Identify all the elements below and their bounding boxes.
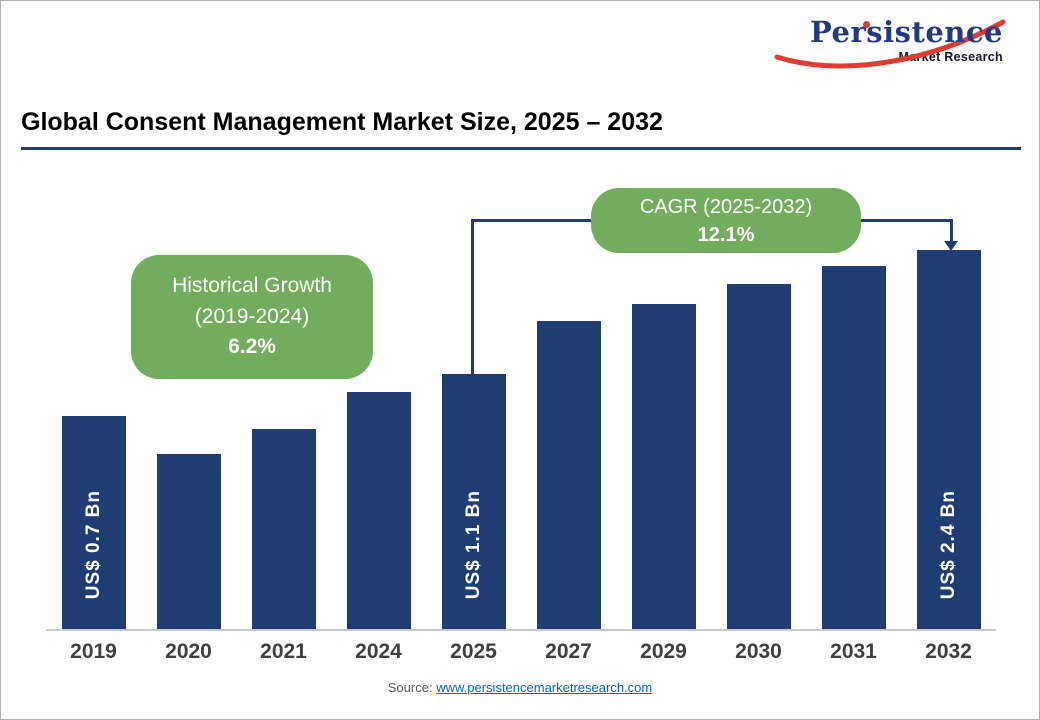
bar-slot-2032: US$ 2.4 Bn xyxy=(901,250,996,629)
bar-slot-2029 xyxy=(616,250,711,629)
bar-2032: US$ 2.4 Bn xyxy=(916,250,981,629)
historical-growth-line1: Historical Growth xyxy=(172,274,332,298)
title-underline xyxy=(21,147,1021,150)
bar-2021 xyxy=(251,428,316,629)
years-row: 2019 2020 2021 2024 2025 2027 2029 2030 2031 2032 xyxy=(46,640,996,664)
bar-slot-2025: US$ 1.1 Bn xyxy=(426,250,521,629)
source-line: Source: www.persistencemarketresearch.co… xyxy=(1,680,1039,695)
historical-growth-value: 6.2% xyxy=(228,335,276,359)
bar-2019: US$ 0.7 Bn xyxy=(61,416,126,629)
connector-line-to-cagr-box xyxy=(471,219,591,222)
bar-value-label-2025: US$ 1.1 Bn xyxy=(462,489,484,599)
historical-growth-callout: Historical Growth (2019-2024) 6.2% xyxy=(131,255,373,379)
bar-slot-2019: US$ 0.7 Bn xyxy=(46,250,141,629)
logo: Persistence Market Research xyxy=(774,15,1006,79)
page-title: Global Consent Management Market Size, 2… xyxy=(21,108,663,136)
bar-2030 xyxy=(726,284,791,629)
bar-2025: US$ 1.1 Bn xyxy=(441,373,506,629)
bar-2029 xyxy=(631,303,696,629)
x-axis-label-2024: 2024 xyxy=(355,640,402,663)
cagr-value: 12.1% xyxy=(697,223,755,246)
cagr-callout: CAGR (2025-2032) 12.1% xyxy=(591,188,861,253)
logo-swoosh-icon xyxy=(774,19,1006,69)
bar-slot-2027 xyxy=(521,250,616,629)
bar-2020 xyxy=(156,453,221,629)
x-axis-label-2031: 2031 xyxy=(830,640,877,663)
logo-text: Persistence xyxy=(810,15,1003,49)
bar-slot-2021 xyxy=(236,250,331,629)
x-axis-label-2027: 2027 xyxy=(545,640,592,663)
bar-2027 xyxy=(536,320,601,629)
connector-line-2032 xyxy=(950,219,953,242)
connector-line-2025 xyxy=(471,219,474,375)
x-axis-label-2032: 2032 xyxy=(925,640,972,663)
bar-slot-2030 xyxy=(711,250,806,629)
x-axis-label-2030: 2030 xyxy=(735,640,782,663)
bar-slot-2020 xyxy=(141,250,236,629)
source-link[interactable]: www.persistencemarketresearch.com xyxy=(436,680,653,695)
x-axis-baseline xyxy=(46,629,996,631)
bar-2024 xyxy=(346,392,411,629)
x-axis-label-2025: 2025 xyxy=(450,640,497,663)
logo-i-dot-icon xyxy=(863,21,870,28)
x-axis-label-2020: 2020 xyxy=(165,640,212,663)
source-label: Source: xyxy=(387,680,433,695)
bar-slot-2024 xyxy=(331,250,426,629)
bar-value-label-2032: US$ 2.4 Bn xyxy=(937,489,959,599)
x-axis-label-2019: 2019 xyxy=(70,640,117,663)
historical-growth-line2: (2019-2024) xyxy=(194,304,310,328)
arrow-down-icon xyxy=(944,241,958,251)
bars-row: US$ 0.7 Bn US$ 1.1 Bn US$ 2.4 Bn xyxy=(46,250,996,629)
connector-line-from-cagr-box xyxy=(861,219,953,222)
bar-2031 xyxy=(821,265,886,629)
cagr-line1: CAGR (2025-2032) xyxy=(639,195,813,218)
x-axis-label-2029: 2029 xyxy=(640,640,687,663)
bar-value-label-2019: US$ 0.7 Bn xyxy=(82,489,104,599)
bar-slot-2031 xyxy=(806,250,901,629)
x-axis-label-2021: 2021 xyxy=(260,640,307,663)
